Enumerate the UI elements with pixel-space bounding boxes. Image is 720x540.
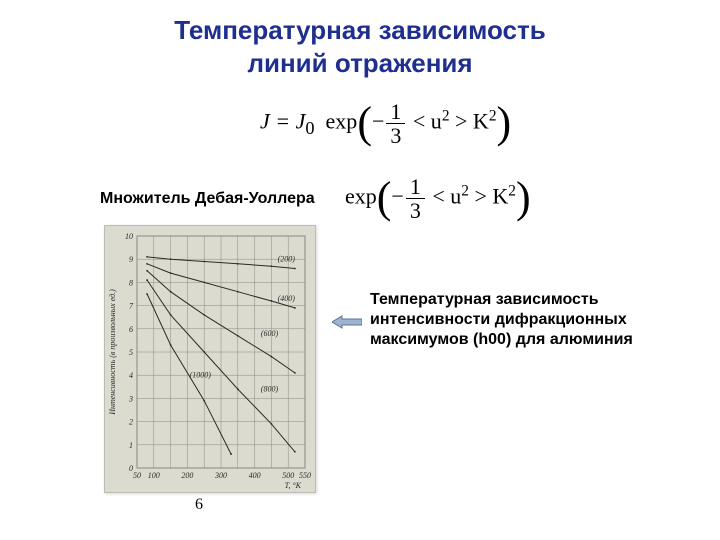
svg-text:200: 200 [181,471,193,480]
k2-sup-2: 2 [508,182,516,199]
formula-j-prefix: J = J [260,109,305,134]
label-caption: Температурная зависимость интенсивности … [370,290,660,350]
svg-text:(200): (200) [278,255,296,264]
svg-text:6: 6 [129,325,133,334]
formula-exp-word-2: exp [345,184,377,209]
page-number: 6 [195,496,203,514]
svg-text:300: 300 [214,471,227,480]
slide-title: Температурная зависимостьлиний отражения [0,14,720,79]
slide: Температурная зависимостьлиний отражения… [0,0,720,540]
svg-text:3: 3 [128,394,133,403]
svg-text:(800): (800) [261,384,279,393]
svg-text:500: 500 [282,471,294,480]
intensity-chart: 50100200300400500550012345678910T, °KИнт… [105,226,315,492]
fraction-1: 13 [386,100,405,147]
u2-label-1: < u [413,109,442,134]
fraction-2: 13 [406,175,425,222]
svg-text:9: 9 [129,255,133,264]
svg-text:(1000): (1000) [190,371,212,380]
svg-text:T, °K: T, °K [285,481,302,490]
formula-main: J = J0 exp(−13 < u2 > K2) [260,100,511,147]
svg-text:550: 550 [299,471,311,480]
k2-label-2: > K [474,184,508,209]
svg-text:2: 2 [129,418,133,427]
svg-text:4: 4 [129,371,133,380]
frac-num-1: 1 [386,100,405,124]
svg-text:(600): (600) [261,329,279,338]
formula-j-sub: 0 [305,118,314,138]
u2-sup-2: 2 [461,182,469,199]
u2-sup-1: 2 [442,107,450,124]
svg-text:100: 100 [148,471,160,480]
svg-text:400: 400 [249,471,261,480]
svg-text:Интенсивность (в произвольных: Интенсивность (в произвольных ед.) [108,289,117,416]
svg-text:0: 0 [129,464,133,473]
k2-sup-1: 2 [489,107,497,124]
svg-text:1: 1 [129,441,133,450]
u2-label-2: < u [432,184,461,209]
svg-text:10: 10 [125,232,133,241]
svg-text:5: 5 [129,348,133,357]
arrow-icon [332,315,362,329]
svg-text:8: 8 [129,278,133,287]
frac-den-2: 3 [406,199,425,222]
svg-text:(400): (400) [278,294,296,303]
label-debye-waller: Множитель Дебая-Уоллера [100,190,315,208]
frac-num-2: 1 [406,175,425,199]
frac-den-1: 3 [386,124,405,147]
chart-panel: 50100200300400500550012345678910T, °KИнт… [104,225,316,493]
title-line-1: Температурная зависимостьлиний отражения [174,15,545,78]
svg-text:50: 50 [133,471,141,480]
k2-label-1: > K [455,109,489,134]
formula-dw-factor: exp(−13 < u2 > K2) [345,175,531,222]
formula-exp-word-1: exp [326,109,358,134]
